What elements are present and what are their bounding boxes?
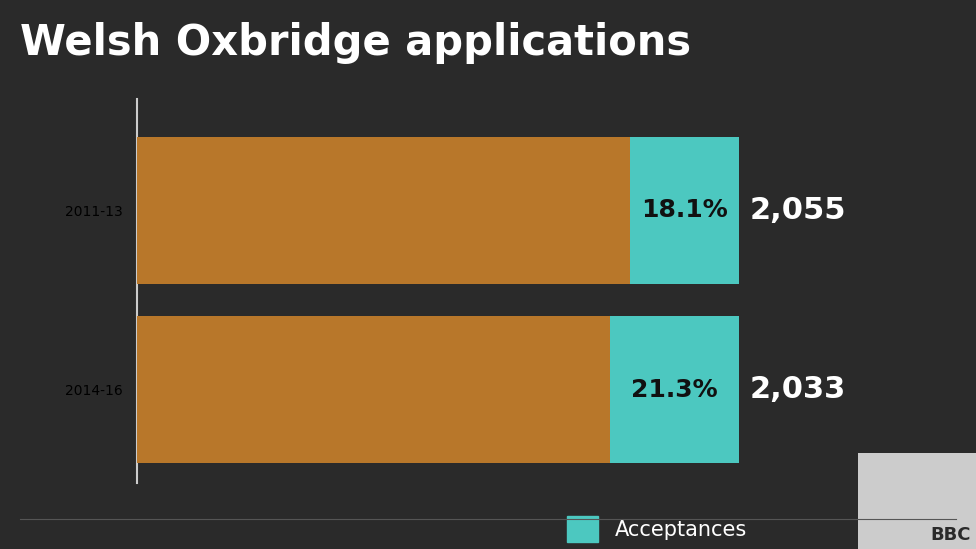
Text: 21.3%: 21.3% <box>631 378 717 402</box>
Bar <box>137 137 630 284</box>
Legend: Acceptances: Acceptances <box>567 517 748 542</box>
Bar <box>137 316 610 463</box>
Text: 2,055: 2,055 <box>750 195 846 225</box>
Bar <box>630 137 739 284</box>
Text: 2,033: 2,033 <box>750 375 845 404</box>
Text: Welsh Oxbridge applications: Welsh Oxbridge applications <box>20 22 691 64</box>
Bar <box>610 316 739 463</box>
Text: BBC: BBC <box>931 525 971 544</box>
Text: 18.1%: 18.1% <box>640 198 727 222</box>
